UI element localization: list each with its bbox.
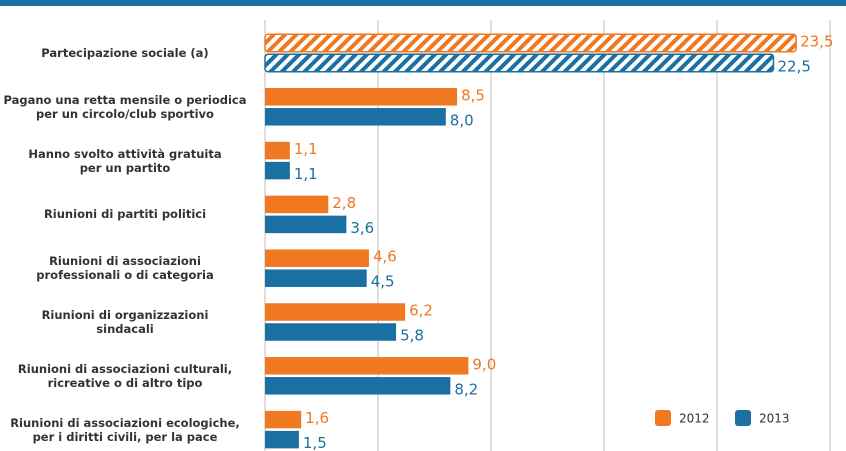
bar <box>265 377 451 395</box>
bar <box>265 108 446 126</box>
value-label: 5,8 <box>400 327 424 345</box>
bar <box>265 215 347 234</box>
value-label: 22,5 <box>778 58 811 76</box>
category-label: Riunioni di partiti politici <box>43 207 207 222</box>
legend-label: 2012 <box>679 412 710 426</box>
legend-swatch <box>735 410 751 426</box>
value-label: 1,1 <box>294 140 318 158</box>
value-label: 1,6 <box>305 409 329 427</box>
bar <box>265 88 458 106</box>
value-label: 23,5 <box>800 33 833 51</box>
value-label: 9,0 <box>472 355 496 373</box>
bar <box>265 303 406 321</box>
bar <box>265 410 302 429</box>
category-label: Riunioni di associazioni culturali, ricr… <box>17 361 233 390</box>
value-label: 8,2 <box>454 380 478 398</box>
category-label: Hanno svolto attività gratuita per un pa… <box>28 146 222 175</box>
value-label: 3,6 <box>350 219 374 237</box>
value-label: 1,5 <box>303 434 327 451</box>
header-stripe <box>0 0 846 6</box>
value-label: 1,1 <box>294 165 318 183</box>
bar <box>265 161 290 180</box>
bar <box>264 33 797 53</box>
bar <box>265 141 290 160</box>
bar <box>265 323 397 341</box>
bar <box>265 195 329 214</box>
value-label: 4,6 <box>373 248 397 266</box>
value-label: 4,5 <box>371 273 395 291</box>
value-label: 2,8 <box>332 194 356 212</box>
bar <box>265 249 369 267</box>
bar <box>265 269 367 287</box>
value-label: 8,5 <box>461 86 485 104</box>
legend-label: 2013 <box>759 412 790 426</box>
category-label: Partecipazione sociale (a) <box>41 46 209 60</box>
category-label: Pagano una retta mensile o periodica per… <box>3 92 247 121</box>
category-label: Riunioni di organizzazioni sindacali <box>41 308 209 336</box>
bar <box>265 430 299 449</box>
value-label: 8,0 <box>450 111 474 129</box>
category-label: Riunioni di associazioni professionali o… <box>36 254 214 283</box>
bar <box>264 53 775 73</box>
value-label: 6,2 <box>409 302 433 320</box>
bar <box>265 357 469 375</box>
legend-swatch <box>655 410 671 426</box>
category-label: Riunioni di associazioni ecologiche, per… <box>10 415 240 444</box>
